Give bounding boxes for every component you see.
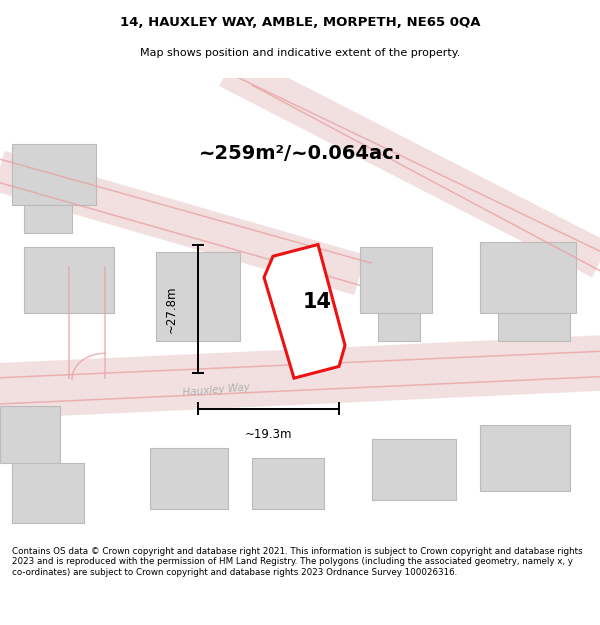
Polygon shape <box>372 439 456 500</box>
Polygon shape <box>24 205 72 232</box>
Polygon shape <box>480 425 570 491</box>
Polygon shape <box>480 242 576 312</box>
Polygon shape <box>12 144 96 205</box>
Polygon shape <box>24 247 114 312</box>
Polygon shape <box>156 251 240 341</box>
Polygon shape <box>0 406 60 462</box>
Text: 14, HAUXLEY WAY, AMBLE, MORPETH, NE65 0QA: 14, HAUXLEY WAY, AMBLE, MORPETH, NE65 0Q… <box>120 16 480 29</box>
Polygon shape <box>252 458 324 509</box>
Polygon shape <box>12 462 84 524</box>
Polygon shape <box>150 449 228 509</box>
Text: Contains OS data © Crown copyright and database right 2021. This information is : Contains OS data © Crown copyright and d… <box>12 547 583 577</box>
Text: 14: 14 <box>303 292 332 312</box>
Text: ~27.8m: ~27.8m <box>164 285 178 332</box>
Polygon shape <box>360 247 432 312</box>
Polygon shape <box>498 312 570 341</box>
Text: ~259m²/~0.064ac.: ~259m²/~0.064ac. <box>199 144 401 162</box>
Text: Hauxley Way: Hauxley Way <box>182 382 250 398</box>
Text: Map shows position and indicative extent of the property.: Map shows position and indicative extent… <box>140 48 460 58</box>
Text: ~19.3m: ~19.3m <box>245 428 292 441</box>
Polygon shape <box>378 312 420 341</box>
Polygon shape <box>264 244 345 378</box>
